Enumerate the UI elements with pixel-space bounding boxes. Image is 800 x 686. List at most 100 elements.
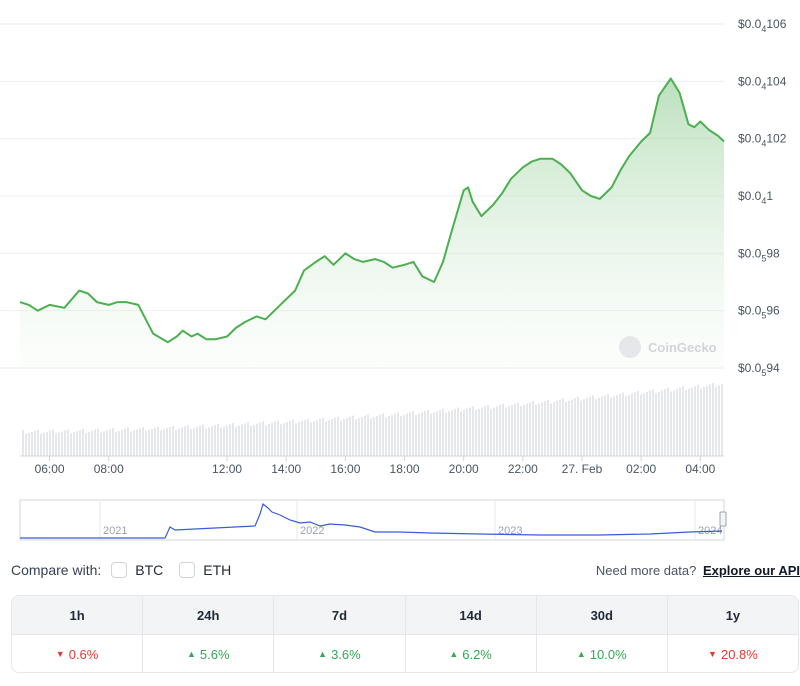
volume-bar (196, 426, 198, 456)
navigator-year-label: 2022 (300, 525, 324, 537)
volume-bar (85, 432, 87, 456)
volume-bar (490, 408, 492, 456)
volume-bar (487, 405, 489, 456)
volume-bar (475, 410, 477, 456)
volume-bar (562, 398, 564, 456)
volume-bar (418, 413, 420, 456)
change-value: 3.6% (331, 646, 361, 662)
x-tick-label: 12:00 (212, 462, 242, 476)
volume-bar (70, 433, 72, 456)
volume-bar (343, 419, 345, 456)
volume-bar (631, 393, 633, 456)
volume-bar (445, 412, 447, 456)
volume-bar (355, 419, 357, 456)
volume-bar (628, 394, 630, 456)
volume-bar (211, 426, 213, 456)
volume-bar (673, 390, 675, 456)
volume-bar (31, 431, 33, 456)
volume-bar (520, 406, 522, 456)
performance-table: 1h 24h 7d 14d 30d 1y ▼ 0.6% ▲ 5.6% ▲ 3.6% ▲… (11, 595, 799, 673)
volume-bar (199, 425, 201, 456)
volume-bar (34, 430, 36, 456)
volume-bar (319, 418, 321, 456)
volume-bar (163, 429, 165, 456)
volume-bar (583, 399, 585, 456)
volume-bar (451, 410, 453, 456)
volume-bar (664, 389, 666, 456)
volume-bar (316, 420, 318, 456)
compare-btc-checkbox[interactable]: BTC (111, 562, 163, 578)
volume-bar (52, 429, 54, 456)
volume-bar (667, 387, 669, 456)
volume-bar (223, 426, 225, 456)
volume-bar (265, 425, 267, 456)
volume-bar (574, 398, 576, 456)
volume-bar (244, 423, 246, 456)
volume-bar (88, 431, 90, 456)
change-arrow-icon: ▼ (55, 649, 65, 659)
volume-bar (712, 383, 714, 456)
volume-bar (184, 426, 186, 456)
y-tick-label: $0.0594 (738, 361, 780, 378)
volume-bar (25, 433, 27, 456)
volume-bar (610, 397, 612, 456)
volume-bar (493, 407, 495, 456)
volume-bar (553, 402, 555, 456)
volume-bar (346, 418, 348, 456)
x-tick-label: 27. Feb (562, 462, 603, 476)
volume-bar (259, 422, 261, 456)
compare-eth-checkbox[interactable]: ETH (179, 562, 231, 578)
volume-bar (607, 393, 609, 456)
volume-bar (229, 424, 231, 456)
volume-bar (655, 393, 657, 456)
volume-bar (256, 423, 258, 456)
volume-bar (412, 411, 414, 456)
range-navigator[interactable]: 2021 2022 2023 2024 (19, 499, 727, 541)
volume-bar (280, 424, 282, 456)
checkbox-box[interactable] (111, 562, 128, 578)
volume-bar (496, 406, 498, 456)
volume-bar (370, 418, 372, 456)
change-value: 20.8% (720, 646, 758, 662)
x-tick-label: 04:00 (685, 462, 715, 476)
price-area-fill (20, 78, 724, 368)
volume-bar (556, 400, 558, 456)
volume-bar (523, 404, 525, 456)
volume-bar (250, 426, 252, 456)
change-arrow-icon: ▲ (186, 649, 196, 659)
volume-bar (694, 386, 696, 456)
volume-bar (442, 408, 444, 456)
volume-bar (433, 412, 435, 456)
volume-bar (649, 390, 651, 456)
navigator-handle[interactable] (719, 511, 727, 527)
compare-eth-label: ETH (203, 562, 232, 578)
volume-bar (715, 386, 717, 456)
volume-bar (301, 420, 303, 456)
coingecko-logo-icon (619, 336, 641, 358)
volume-bar (289, 420, 291, 456)
volume-bar (697, 384, 699, 456)
x-tick-label: 22:00 (508, 462, 538, 476)
performance-header-24h: 24h (143, 596, 275, 634)
volume-bar (700, 388, 702, 456)
volume-bar (679, 387, 681, 456)
volume-bar (139, 428, 141, 456)
price-line (19, 77, 725, 344)
price-chart[interactable]: $0.04106 $0.04104 $0.04102 $0.041 $0.0598 $0.… (0, 0, 800, 550)
volume-bar (151, 428, 153, 456)
volume-bar (55, 433, 57, 456)
change-value: 10.0% (589, 646, 627, 662)
volume-bar (598, 397, 600, 456)
volume-bar (193, 427, 195, 456)
x-tick-label: 08:00 (94, 462, 124, 476)
volume-bar (577, 396, 579, 456)
volume-bar (430, 413, 432, 456)
more-data-prompt: Need more data? (595, 562, 697, 578)
volume-bar (274, 421, 276, 456)
volume-bar (76, 431, 78, 456)
volume-bar (49, 430, 51, 456)
volume-bar (601, 396, 603, 456)
volume-bar (559, 399, 561, 456)
checkbox-box[interactable] (179, 562, 196, 578)
explore-api-link[interactable]: Explore our API (702, 562, 800, 578)
